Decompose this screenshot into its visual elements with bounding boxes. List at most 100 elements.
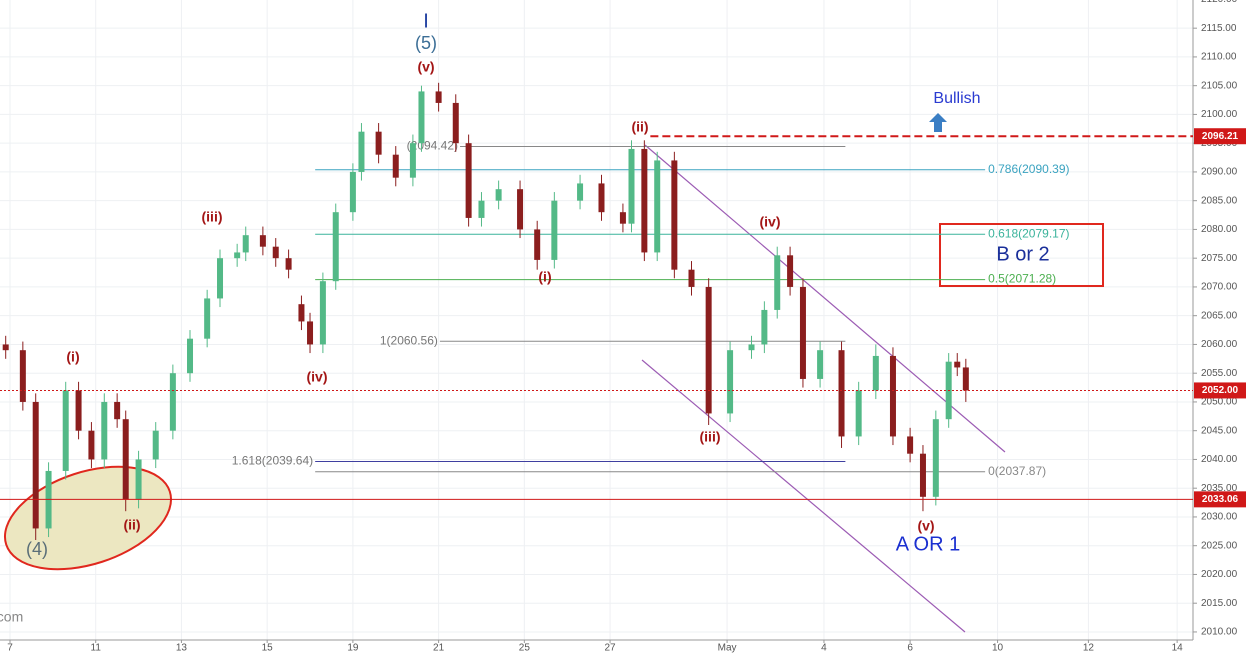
candle-body bbox=[349, 171, 356, 213]
candle-body bbox=[452, 102, 459, 144]
fib-label: 0(2037.87) bbox=[988, 464, 1046, 478]
candle-body bbox=[392, 154, 399, 178]
candle-body bbox=[855, 390, 862, 437]
candle-body bbox=[495, 189, 502, 201]
candle-body bbox=[654, 160, 661, 253]
y-tick-label: 2045.00 bbox=[1201, 425, 1238, 436]
candle-body bbox=[705, 286, 712, 414]
y-tick-label: 2015.00 bbox=[1201, 598, 1238, 609]
candle-body bbox=[122, 419, 129, 500]
candle-body bbox=[932, 419, 939, 497]
candle-body bbox=[748, 344, 755, 351]
candle-body bbox=[319, 281, 326, 345]
y-tick-label: 2080.00 bbox=[1201, 224, 1238, 235]
price-label: 2096.21 bbox=[1202, 131, 1239, 142]
fib-label: 0.786(2090.39) bbox=[988, 162, 1069, 176]
candle-body bbox=[75, 390, 82, 431]
wave-label: (ii) bbox=[631, 119, 648, 135]
candle-body bbox=[358, 131, 365, 172]
x-tick-label: 10 bbox=[992, 643, 1004, 654]
candle-body bbox=[435, 91, 442, 103]
candle-body bbox=[774, 255, 781, 310]
y-tick-label: 2060.00 bbox=[1201, 339, 1238, 350]
y-tick-label: 2065.00 bbox=[1201, 310, 1238, 321]
fib-label: 0.5(2071.28) bbox=[988, 272, 1056, 286]
candle-body bbox=[217, 258, 224, 299]
candle-body bbox=[101, 401, 108, 460]
candle-body bbox=[962, 367, 969, 391]
candle-body bbox=[19, 350, 26, 402]
x-tick-label: 19 bbox=[347, 643, 359, 654]
y-tick-label: 2030.00 bbox=[1201, 512, 1238, 523]
price-box bbox=[1194, 491, 1246, 508]
candle-body bbox=[919, 453, 926, 497]
x-tick-label: 4 bbox=[821, 643, 827, 654]
candle-body bbox=[187, 338, 194, 374]
candle-body bbox=[88, 430, 95, 460]
wave-label: B or 2 bbox=[996, 243, 1049, 265]
candle-body bbox=[2, 344, 9, 351]
wave-label: (v) bbox=[917, 518, 934, 534]
wave-label: (iii) bbox=[202, 209, 223, 225]
candle-body bbox=[641, 148, 648, 253]
y-tick-label: 2105.00 bbox=[1201, 80, 1238, 91]
candle-body bbox=[551, 200, 558, 260]
x-tick-label: 15 bbox=[262, 643, 274, 654]
y-tick-label: 2090.00 bbox=[1201, 167, 1238, 178]
x-tick-label: 12 bbox=[1083, 643, 1095, 654]
candle-body bbox=[375, 131, 382, 155]
candle-body bbox=[787, 255, 794, 287]
candle-body bbox=[671, 160, 678, 270]
candle-body bbox=[285, 258, 292, 270]
up-arrow bbox=[929, 113, 947, 132]
wave-label: (i) bbox=[66, 349, 79, 365]
wave-label: (5) bbox=[415, 33, 437, 53]
candle-body bbox=[242, 235, 249, 253]
candle-body bbox=[628, 148, 635, 224]
y-tick-label: 2115.00 bbox=[1201, 23, 1237, 34]
y-tick-label: 2085.00 bbox=[1201, 195, 1238, 206]
candle-body bbox=[817, 350, 824, 379]
candle-body bbox=[32, 401, 39, 529]
candle-body bbox=[478, 200, 485, 218]
target-box bbox=[939, 223, 1104, 287]
wave-label: (v) bbox=[417, 59, 434, 75]
candle-body bbox=[872, 355, 879, 391]
x-tick-label: May bbox=[718, 643, 737, 654]
x-tick-label: 6 bbox=[907, 643, 913, 654]
y-tick-label: 2110.00 bbox=[1201, 52, 1237, 63]
candle-body bbox=[298, 304, 305, 322]
x-tick-label: 13 bbox=[176, 643, 188, 654]
candle-body bbox=[577, 183, 584, 201]
y-tick-label: 2010.00 bbox=[1201, 627, 1238, 638]
x-tick-label: 11 bbox=[91, 643, 102, 654]
y-tick-label: 2050.00 bbox=[1201, 397, 1238, 408]
fib-label: 0.618(2079.17) bbox=[988, 226, 1069, 240]
candle-body bbox=[409, 143, 416, 178]
candle-body bbox=[169, 373, 176, 431]
y-tick-label: 2040.00 bbox=[1201, 454, 1238, 465]
candle-body bbox=[332, 212, 339, 282]
y-tick-label: 2025.00 bbox=[1201, 540, 1238, 551]
candle-body bbox=[799, 286, 806, 379]
price-label: 2033.06 bbox=[1202, 494, 1239, 505]
candle-body bbox=[204, 298, 211, 339]
candle-body bbox=[114, 401, 121, 420]
price-label: 2052.00 bbox=[1202, 385, 1239, 396]
candle-body bbox=[135, 459, 142, 500]
wave-label: (iv) bbox=[307, 369, 328, 385]
x-tick-label: 27 bbox=[605, 643, 617, 654]
wave-label: (i) bbox=[538, 269, 551, 285]
price-box bbox=[1194, 382, 1246, 399]
candle-body bbox=[598, 183, 605, 213]
channel-line bbox=[644, 144, 1006, 453]
candle-body bbox=[907, 436, 914, 454]
candle-body bbox=[688, 269, 695, 287]
channel-line bbox=[641, 359, 966, 633]
candle-body bbox=[517, 189, 524, 230]
candle-body bbox=[259, 235, 266, 247]
y-tick-label: 2035.00 bbox=[1201, 483, 1238, 494]
